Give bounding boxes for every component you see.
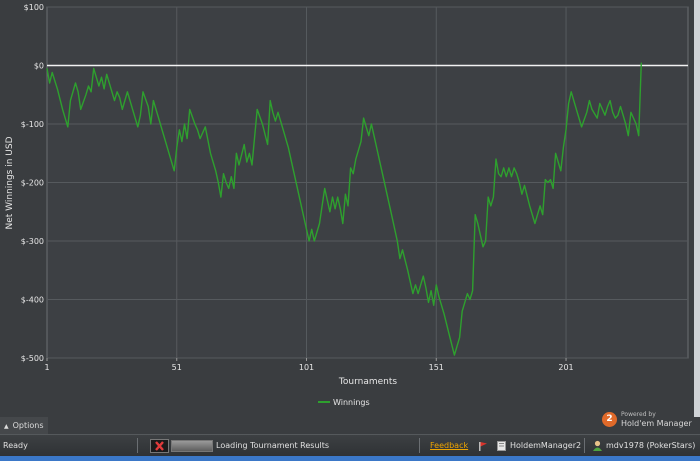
winnings-series-line bbox=[46, 62, 642, 356]
caret-up-icon: ▲ bbox=[4, 423, 9, 430]
chart-panel: $100 $0 $-100 $-200 $-300 $-400 $-500 1 51 101 151… bbox=[5, 0, 700, 417]
app-name: HoldemManager2 bbox=[510, 441, 582, 450]
app-icon bbox=[497, 435, 506, 456]
y-axis-title: Net Winnings in USD bbox=[5, 136, 15, 229]
user-avatar-icon bbox=[592, 435, 603, 456]
legend-label: Winnings bbox=[333, 398, 370, 407]
options-button[interactable]: ▲ Options bbox=[0, 417, 48, 434]
x-tick-label: 201 bbox=[558, 363, 573, 372]
x-tick-label: 101 bbox=[299, 363, 314, 372]
hm2-badge-icon: 2 bbox=[602, 412, 617, 427]
feedback-link[interactable]: Feedback bbox=[430, 435, 468, 456]
holdem-manager-logo: 2 Powered by Hold'em Manager bbox=[602, 410, 694, 432]
feedback-label: Feedback bbox=[430, 441, 469, 450]
brand-label: Hold'em Manager bbox=[621, 419, 692, 428]
status-loading: Loading Tournament Results bbox=[216, 441, 330, 450]
user-account[interactable]: mdv1978 (PokerStars) bbox=[606, 441, 696, 450]
y-tick-label: $-300 bbox=[21, 237, 44, 246]
y-tick-label: $-400 bbox=[21, 296, 44, 305]
y-tick-label: $-100 bbox=[21, 120, 44, 129]
x-axis-title: Tournaments bbox=[338, 377, 397, 387]
x-tick-label: 151 bbox=[429, 363, 444, 372]
options-label: Options bbox=[12, 421, 44, 430]
status-separator bbox=[137, 438, 138, 453]
powered-by-label: Powered by bbox=[621, 411, 656, 418]
options-bar: ▲ Options 2 Powered by Hold'em Manager bbox=[0, 411, 700, 434]
status-separator bbox=[584, 438, 585, 453]
status-bar: Ready Loading Tournament Results Feedbac… bbox=[0, 434, 700, 456]
x-tick-label: 1 bbox=[44, 363, 49, 372]
y-tick-label: $100 bbox=[24, 3, 44, 12]
window-bottom-edge bbox=[0, 456, 700, 461]
cancel-icon[interactable] bbox=[150, 439, 169, 453]
y-tick-label: $0 bbox=[34, 62, 44, 71]
y-tick-label: $-200 bbox=[21, 179, 44, 188]
status-separator bbox=[419, 438, 420, 453]
loading-progress-bar bbox=[171, 440, 213, 452]
right-scrollbar[interactable] bbox=[694, 0, 700, 417]
y-tick-label: $-500 bbox=[21, 354, 44, 363]
status-ready: Ready bbox=[3, 441, 28, 450]
x-tick-label: 51 bbox=[172, 363, 182, 372]
flag-icon bbox=[478, 435, 488, 456]
